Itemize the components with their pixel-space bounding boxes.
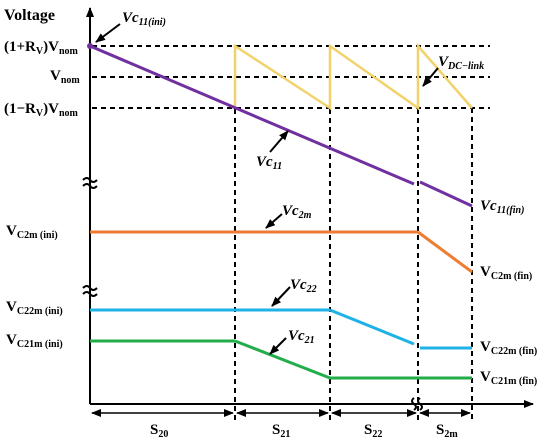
vc11-line-final: [419, 180, 473, 208]
vc22m-initial-label: VC22m (ini): [6, 299, 63, 317]
vc11-initial-point: [87, 43, 93, 49]
y-axis-title: Voltage: [4, 7, 55, 24]
vc2m-final-label: VC2m (fin): [480, 264, 532, 282]
vc21-pointer: [269, 337, 287, 355]
lower-limit-label: (1−RV)Vnom: [4, 101, 78, 119]
vc11-ini-label: Vc11(ini): [122, 10, 166, 28]
vc22m-final-label: VC22m (fin): [480, 339, 537, 357]
vdc-link-label: VDC−link: [438, 54, 484, 72]
vc2m-line-drop: [417, 230, 473, 274]
upper-limit-label: (1+RV)Vnom: [4, 39, 78, 57]
vc21m-final-label: VC21m (fin): [480, 369, 537, 387]
vc21-line-drop: [234, 339, 331, 380]
nominal-label: Vnom: [50, 68, 80, 86]
segment-label-s22: S22: [364, 422, 382, 440]
segment-label-s21: S21: [272, 422, 290, 440]
vc21-label: Vc21: [288, 328, 315, 346]
vc2m-pointer: [265, 213, 283, 229]
vc22-label: Vc22: [290, 277, 317, 295]
vc11-ini-pointer: [95, 23, 121, 43]
vc11-final-label: Vc11(fin): [480, 198, 524, 216]
vc22-pointer: [271, 286, 291, 307]
vc11-label: Vc11: [256, 154, 282, 172]
vc21m-initial-label: VC21m (ini): [6, 332, 63, 350]
segment-label-s2m: S2m: [436, 422, 458, 440]
y-axis-break-upper: [82, 177, 98, 189]
segment-label-s20: S20: [150, 422, 168, 440]
vdc-link-sawtooth: [233, 42, 473, 111]
vdc-link-pointer: [422, 67, 439, 87]
vc11-pointer: [269, 130, 289, 153]
vc22-line-drop: [329, 308, 415, 346]
vc2m-label: Vc2m: [282, 203, 312, 221]
y-axis-break-lower: [82, 285, 98, 297]
vc2m-initial-label: VC2m (ini): [6, 223, 58, 241]
vc11-line-main: [89, 44, 415, 186]
